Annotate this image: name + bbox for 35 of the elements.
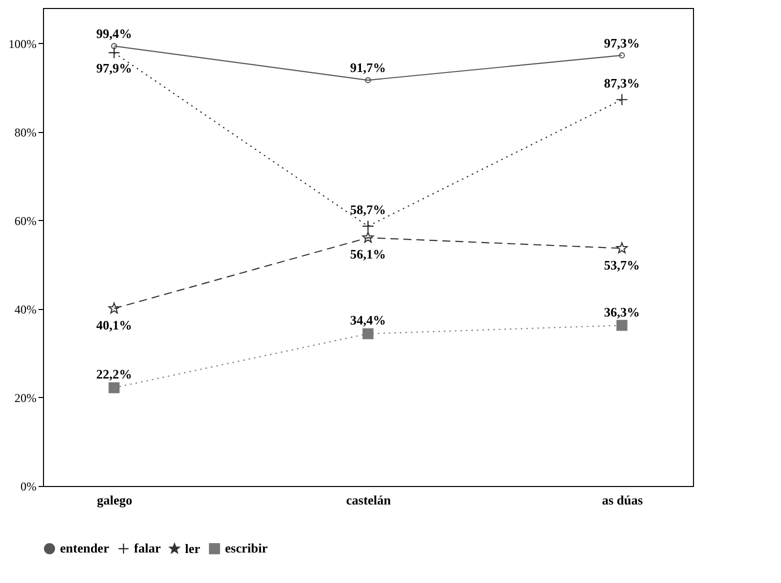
y-tick-label: 60% xyxy=(14,214,36,228)
data-label: 97,9% xyxy=(96,60,132,76)
point xyxy=(616,94,628,106)
data-label: 91,7% xyxy=(350,60,386,76)
data-label: 34,4% xyxy=(350,312,386,328)
legend-label: entender xyxy=(60,540,110,556)
data-label: 97,3% xyxy=(604,35,640,50)
point xyxy=(108,302,120,314)
data-label: 40,1% xyxy=(96,318,132,333)
y-tick-label: 100% xyxy=(8,36,36,51)
y-tick-label: 80% xyxy=(14,125,36,140)
data-label: 56,1% xyxy=(350,246,386,262)
point xyxy=(362,232,374,243)
x-tick-label: galego xyxy=(96,492,132,508)
legend-label: ler xyxy=(185,540,200,556)
data-label: 58,7% xyxy=(350,202,386,218)
point xyxy=(362,220,374,232)
y-tick-label: 40% xyxy=(14,302,36,316)
data-label: 36,3% xyxy=(604,304,640,320)
data-label: 87,3% xyxy=(604,76,640,91)
legend-label: falar xyxy=(134,540,161,556)
point xyxy=(108,46,120,59)
point xyxy=(108,382,120,394)
y-tick-label: 20% xyxy=(14,390,36,405)
data-label: 53,7% xyxy=(604,257,640,272)
point xyxy=(364,77,372,84)
data-label: 99,4% xyxy=(96,26,132,42)
data-label: 22,2% xyxy=(96,366,132,382)
point xyxy=(362,328,374,340)
x-tick-label: as dúas xyxy=(602,492,643,508)
point xyxy=(616,320,628,331)
y-tick-label: 0% xyxy=(20,480,36,494)
x-tick-label: castelán xyxy=(346,492,392,508)
legend-label: escribir xyxy=(225,540,268,556)
point xyxy=(616,242,628,254)
